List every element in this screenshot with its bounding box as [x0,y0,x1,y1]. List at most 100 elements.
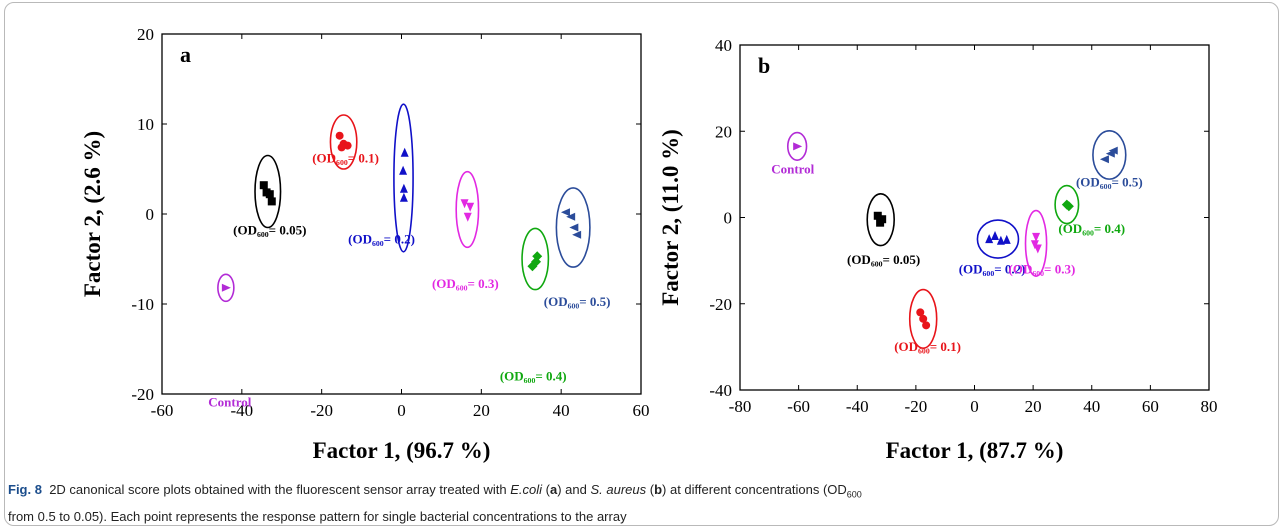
data-point [399,183,408,193]
panel-label: b [758,53,770,78]
series-label: (OD₆₀₀= 0.5) [544,294,611,309]
data-point [399,192,408,202]
x-tick-label: 80 [1201,397,1218,416]
x-tick-label: 40 [1083,397,1100,416]
caption-text-1: 2D canonical score plots obtained with t… [49,482,507,497]
cluster-ellipse [976,219,1020,259]
cluster-ellipse [908,288,938,349]
data-point [463,212,472,222]
cluster-ellipse [1092,130,1127,180]
cluster-ellipse [555,187,591,268]
x-tick-label: 20 [1025,397,1042,416]
data-point [399,165,408,175]
cluster-ellipse [329,114,358,170]
y-tick-label: -20 [709,295,732,314]
plot-frame [739,44,1210,391]
chart-panel-a: -60 -40 -20 0 20 40 60 -20 -10 0 10 20 a Factor 1, (9… [80,25,650,463]
data-point [873,211,882,220]
cluster-ellipse [455,170,480,249]
cluster-ellipse [393,103,414,253]
data-point [922,321,931,330]
series-label: (OD₆₀₀= 0.4) [1058,221,1125,236]
figure-label: Fig. 8 [8,482,42,497]
cluster-ellipse [786,131,808,161]
y-tick-label: 10 [137,115,154,134]
caption-paren-a-close: ) and [557,482,591,497]
x-tick-label: 60 [1142,397,1159,416]
x-tick-label: -80 [729,397,752,416]
y-tick-label: -10 [131,295,154,314]
data-point [985,234,994,244]
data-point [1002,234,1011,244]
series-label: (OD₆₀₀= 0.05) [847,252,920,267]
chart-panel-b: -80 -60 -40 -20 0 20 40 60 80 -40 -20 0 20 40 b Factor … [658,36,1218,463]
y-tick-label: 20 [137,25,154,44]
data-point [1033,244,1042,254]
caption-saureus: S. aureus [590,482,647,497]
data-point [566,212,576,221]
data-point [531,256,542,267]
cluster-ellipse [1024,209,1048,277]
caption-ecoli: E.coli [510,482,543,497]
series-label: (OD₆₀₀= 0.3) [432,276,499,291]
series-label: Control [208,395,251,410]
data-point [1063,201,1074,212]
x-tick-label: -40 [846,397,869,416]
data-point [916,308,925,317]
series-label: (OD₆₀₀= 0.05) [233,223,306,238]
cluster-ellipse [254,154,282,229]
data-point [991,231,1000,241]
x-tick-label: 0 [397,401,406,420]
data-point [996,235,1005,245]
series-label: (OD₆₀₀= 0.3) [1009,262,1076,277]
data-point [400,147,409,157]
cluster-ellipse [1054,184,1080,225]
data-point [466,202,475,212]
data-point [460,199,469,209]
caption-paren-a-open: ( [542,482,550,497]
data-point [335,131,344,140]
caption-paren-b-open: ( [646,482,655,497]
y-axis-label: Factor 2, (11.0 %) [658,129,683,306]
caption-panel-b: b [654,482,663,497]
caption-panel-a: a [549,482,558,497]
data-point [267,197,276,206]
figure-frame [4,2,1279,526]
x-tick-label: -20 [905,397,928,416]
x-tick-label: -60 [151,401,174,420]
data-point [572,230,582,239]
data-point [876,218,885,227]
y-tick-label: 0 [146,205,155,224]
cluster-ellipse [866,192,895,247]
caption-od-subscript: 600 [846,489,862,500]
x-tick-label: 0 [970,397,979,416]
series-label: (OD₆₀₀= 0.2) [959,262,1026,277]
x-tick-label: 60 [633,401,650,420]
x-tick-label: 20 [473,401,490,420]
caption-text-2: ) at different concentrations (OD [662,482,847,497]
y-axis-label: Factor 2, (2.6 %) [80,131,105,297]
figure-charts: -60 -40 -20 0 20 40 60 -20 -10 0 10 20 a Factor 1, (9… [80,25,1218,463]
y-tick-label: 40 [715,36,732,55]
series-label: (OD₆₀₀= 0.1) [312,151,379,166]
cluster-ellipse [521,227,550,291]
series-label: (OD₆₀₀= 0.2) [348,232,415,247]
data-point [569,223,579,232]
x-tick-label: -60 [787,397,810,416]
x-tick-label: 40 [553,401,570,420]
data-point [262,188,271,197]
x-tick-label: -40 [230,401,253,420]
data-point [1108,146,1118,155]
y-tick-label: 20 [715,122,732,141]
y-tick-label: -40 [709,381,732,400]
series-label: (OD₆₀₀= 0.5) [1076,174,1143,189]
y-tick-label: -20 [131,385,154,404]
series-label: (OD₆₀₀= 0.4) [500,369,567,384]
series-label: (OD₆₀₀= 0.1) [894,339,961,354]
data-point [259,181,268,190]
figure-caption: Fig. 8 2D canonical score plots obtained… [8,479,1276,528]
data-point [1032,232,1041,242]
data-point [337,143,346,152]
panel-label: a [180,42,191,67]
data-point [793,142,803,151]
